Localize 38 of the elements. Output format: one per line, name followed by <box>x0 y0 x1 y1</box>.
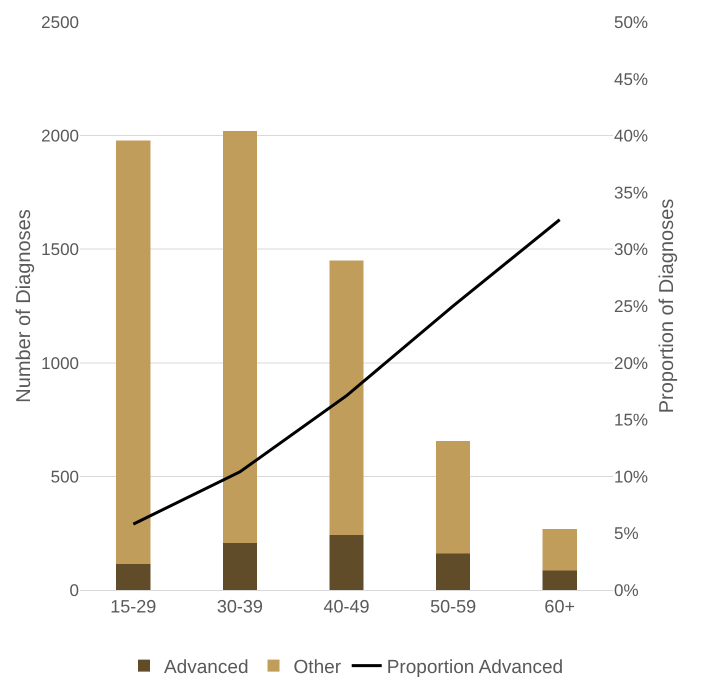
bar <box>542 570 577 590</box>
y2-tick-label: 40% <box>614 126 648 146</box>
y2-tick-label: 10% <box>614 467 648 486</box>
bar <box>222 130 257 543</box>
y-tick-label: 2000 <box>41 126 79 146</box>
bar <box>329 260 364 536</box>
y2-tick-label: 45% <box>614 70 648 89</box>
legend-label: Proportion Advanced <box>386 657 564 678</box>
line-series <box>132 218 562 526</box>
y2-tick-label: 15% <box>614 410 648 430</box>
y2-tick-label: 35% <box>614 183 648 202</box>
y2-tick-label: 5% <box>614 524 639 544</box>
y-tick-label: 0 <box>70 580 79 600</box>
bar <box>329 535 364 590</box>
x-tick-label: 30-39 <box>216 596 263 617</box>
y-axis-title: Number of Diagnoses <box>13 209 35 403</box>
y2-tick-label: 0% <box>614 580 639 600</box>
legend-label: Advanced <box>164 657 249 678</box>
bar <box>222 542 257 590</box>
y2-tick-label: 50% <box>614 12 648 32</box>
x-tick-label: 60+ <box>544 596 575 617</box>
x-tick-label: 50-59 <box>430 596 476 617</box>
bar <box>116 140 150 564</box>
bar <box>116 564 150 590</box>
y2-axis-title: Proportion of Diagnoses <box>656 198 678 414</box>
y2-tick-label: 30% <box>614 240 648 260</box>
y-tick-label: 1000 <box>41 354 79 373</box>
bar <box>542 529 577 570</box>
bar <box>436 554 470 590</box>
y-tick-label: 500 <box>50 467 79 486</box>
y2-tick-label: 25% <box>614 296 648 316</box>
legend-label: Other <box>294 657 342 678</box>
y-tick-label: 1500 <box>41 240 79 260</box>
y-tick-label: 2500 <box>41 12 79 32</box>
y2-tick-label: 20% <box>614 354 648 373</box>
x-tick-label: 40-49 <box>323 596 370 617</box>
x-tick-label: 15-29 <box>110 596 156 617</box>
bar <box>436 440 470 554</box>
